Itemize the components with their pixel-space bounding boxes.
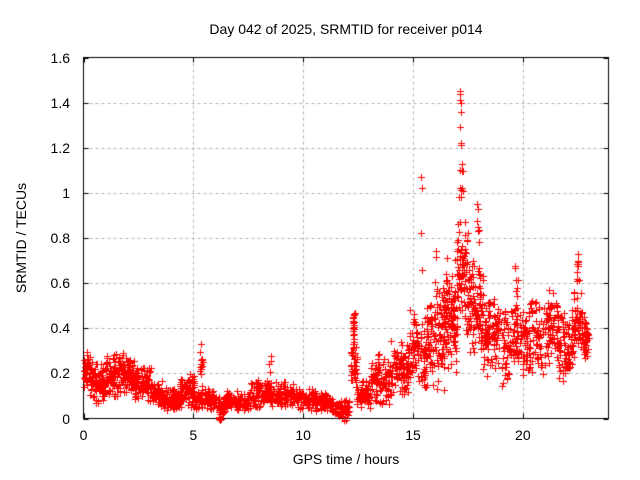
y-tick-label: 1 bbox=[62, 184, 70, 201]
x-tick-label: 5 bbox=[189, 427, 198, 443]
x-tick-label: 15 bbox=[405, 427, 421, 443]
x-axis-label: GPS time / hours bbox=[292, 451, 400, 467]
y-tick-label: 0.4 bbox=[50, 320, 70, 337]
chart-title: Day 042 of 2025, SRMTID for receiver p01… bbox=[209, 21, 483, 37]
x-tick-label: 20 bbox=[515, 427, 531, 443]
y-tick-label: 1.2 bbox=[50, 139, 70, 156]
y-tick-label: 0.2 bbox=[50, 365, 70, 382]
y-tick-label: 0.8 bbox=[50, 230, 70, 246]
y-tick-label: 1.6 bbox=[50, 49, 70, 66]
x-tick-label: 0 bbox=[79, 427, 88, 443]
x-tick-label: 10 bbox=[295, 427, 311, 443]
y-tick-label: 1.4 bbox=[50, 94, 70, 111]
y-tick-label: 0 bbox=[62, 410, 70, 427]
y-tick-label: 0.6 bbox=[50, 275, 70, 292]
